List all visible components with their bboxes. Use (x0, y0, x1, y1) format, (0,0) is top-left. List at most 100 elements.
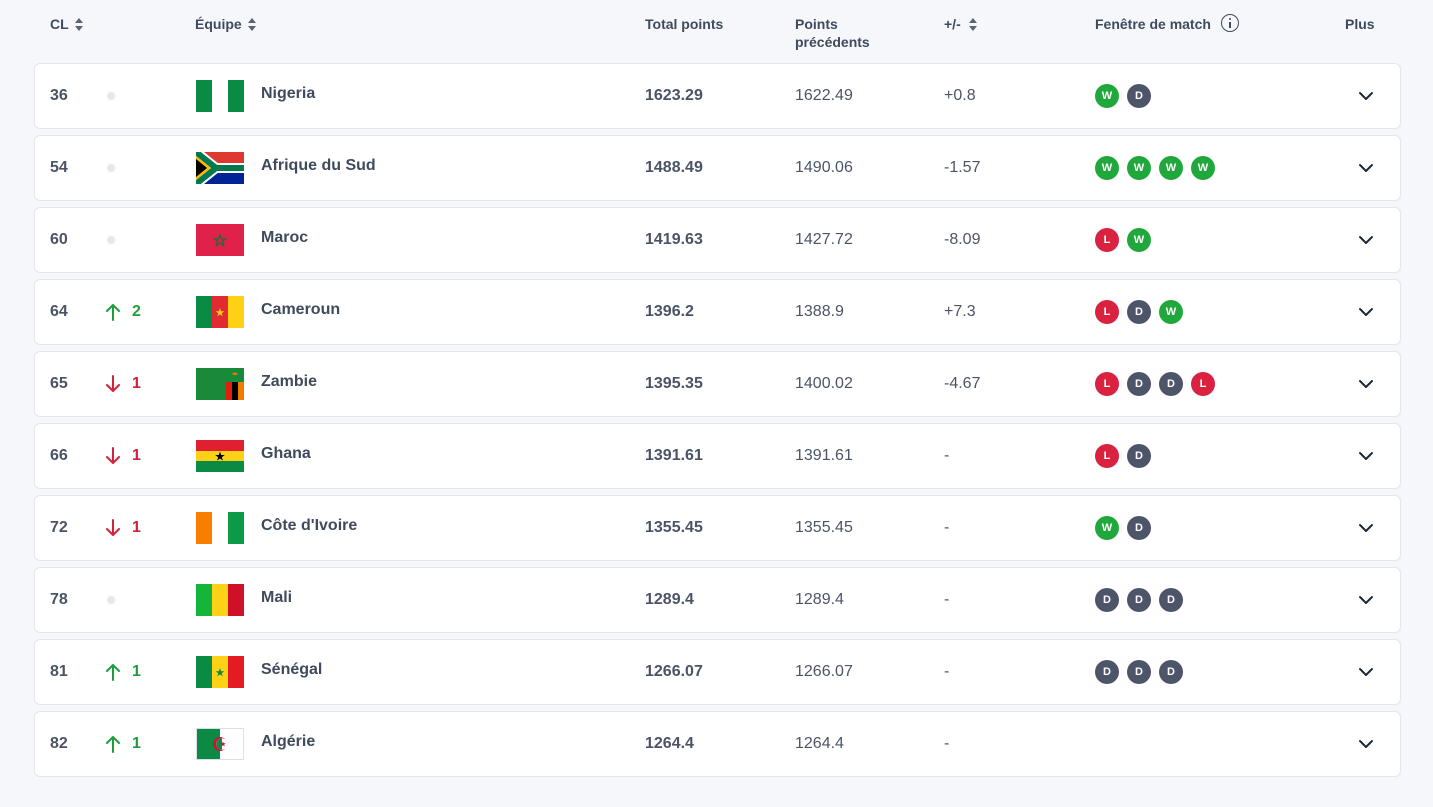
no-change-dot-icon (107, 236, 115, 244)
team-name[interactable]: Afrique du Sud (261, 157, 376, 174)
chevron-down-icon[interactable] (1355, 280, 1377, 344)
points-diff: -8.09 (944, 231, 981, 248)
team-name[interactable]: Cameroun (261, 301, 341, 318)
rank-change-cell: 1 (105, 352, 141, 416)
chevron-down-icon[interactable] (1355, 712, 1377, 776)
form-badge-win: W (1191, 156, 1215, 180)
points-diff: - (944, 447, 950, 464)
arrow-up-icon (105, 735, 132, 753)
rank: 54 (50, 159, 68, 176)
form-badge-win: W (1127, 228, 1151, 252)
total-points: 1623.29 (645, 87, 703, 104)
chevron-down-icon[interactable] (1355, 568, 1377, 632)
form-badge-loss: L (1191, 372, 1215, 396)
form-badge-draw: D (1127, 300, 1151, 324)
no-change-dot-icon (107, 92, 115, 100)
previous-points: 1400.02 (795, 375, 853, 392)
form-badge-draw: D (1127, 84, 1151, 108)
previous-points: 1355.45 (795, 519, 853, 536)
form-badge-draw: D (1127, 516, 1151, 540)
algeria-flag-icon (196, 728, 244, 760)
rank-change-value: 1 (132, 375, 141, 392)
chevron-down-icon[interactable] (1355, 640, 1377, 704)
total-points: 1355.45 (645, 519, 703, 536)
team-name[interactable]: Maroc (261, 229, 309, 246)
previous-points: 1427.72 (795, 231, 853, 248)
arrow-down-icon (105, 375, 132, 393)
total-points: 1391.61 (645, 447, 703, 464)
chevron-down-icon[interactable] (1355, 64, 1377, 128)
table-row[interactable]: 54 Afrique du Sud 1488.49 1490.06 -1.57 … (34, 135, 1401, 201)
ghana-flag-icon (196, 440, 244, 472)
sort-icon[interactable] (247, 18, 257, 31)
form-badge-draw: D (1127, 444, 1151, 468)
arrow-up-icon (105, 303, 132, 321)
morocco-flag-icon (196, 224, 244, 256)
chevron-down-icon[interactable] (1355, 424, 1377, 488)
previous-points: 1490.06 (795, 159, 853, 176)
diff-header[interactable]: +/- (944, 15, 978, 33)
previous-points: 1391.61 (795, 447, 853, 464)
rank-change-cell: 1 (105, 640, 141, 704)
previous-points: 1388.9 (795, 303, 844, 320)
chevron-down-icon[interactable] (1355, 496, 1377, 560)
form-badge-win: W (1159, 300, 1183, 324)
rank-change-cell: 1 (105, 424, 141, 488)
info-icon[interactable] (1220, 14, 1239, 32)
previous-points: 1289.4 (795, 591, 844, 608)
form-header: Fenêtre de match (1095, 14, 1239, 33)
form-badge-draw: D (1095, 588, 1119, 612)
chevron-down-icon[interactable] (1355, 352, 1377, 416)
rank-header[interactable]: CL (50, 15, 84, 33)
team-header[interactable]: Équipe (195, 15, 257, 33)
points-diff: - (944, 591, 950, 608)
rank-change-value: 1 (132, 663, 141, 680)
arrow-down-icon (105, 447, 132, 465)
total-points: 1266.07 (645, 663, 703, 680)
sort-icon[interactable] (74, 18, 84, 31)
arrow-down-icon (105, 519, 132, 537)
previous-points: 1622.49 (795, 87, 853, 104)
nigeria-flag-icon (196, 80, 244, 112)
team-name[interactable]: Nigeria (261, 85, 316, 102)
points-diff: +7.3 (944, 303, 976, 320)
sort-icon[interactable] (968, 18, 978, 31)
team-name[interactable]: Côte d'Ivoire (261, 517, 358, 534)
rank-change: 1 (105, 735, 141, 753)
rank-change-cell (105, 64, 115, 128)
rank-change-value: 2 (132, 303, 141, 320)
rank: 64 (50, 303, 68, 320)
previous-header-label: Points précédents (795, 16, 870, 50)
chevron-down-icon[interactable] (1355, 136, 1377, 200)
total-points: 1488.49 (645, 159, 703, 176)
team-name[interactable]: Ghana (261, 445, 311, 462)
team-name[interactable]: Sénégal (261, 661, 323, 678)
form-badge-win: W (1095, 156, 1119, 180)
chevron-down-icon[interactable] (1355, 208, 1377, 272)
total-points: 1396.2 (645, 303, 694, 320)
team-name[interactable]: Mali (261, 589, 293, 606)
team-name[interactable]: Zambie (261, 373, 318, 390)
points-diff: - (944, 663, 950, 680)
team-name[interactable]: Algérie (261, 733, 316, 750)
table-row[interactable]: 82 1 Algérie 1264.4 1264.4 - (34, 711, 1401, 777)
previous-points: 1266.07 (795, 663, 853, 680)
form-badge-loss: L (1095, 300, 1119, 324)
rank: 66 (50, 447, 68, 464)
senegal-flag-icon (196, 656, 244, 688)
total-points: 1395.35 (645, 375, 703, 392)
rank-change-cell (105, 208, 115, 272)
